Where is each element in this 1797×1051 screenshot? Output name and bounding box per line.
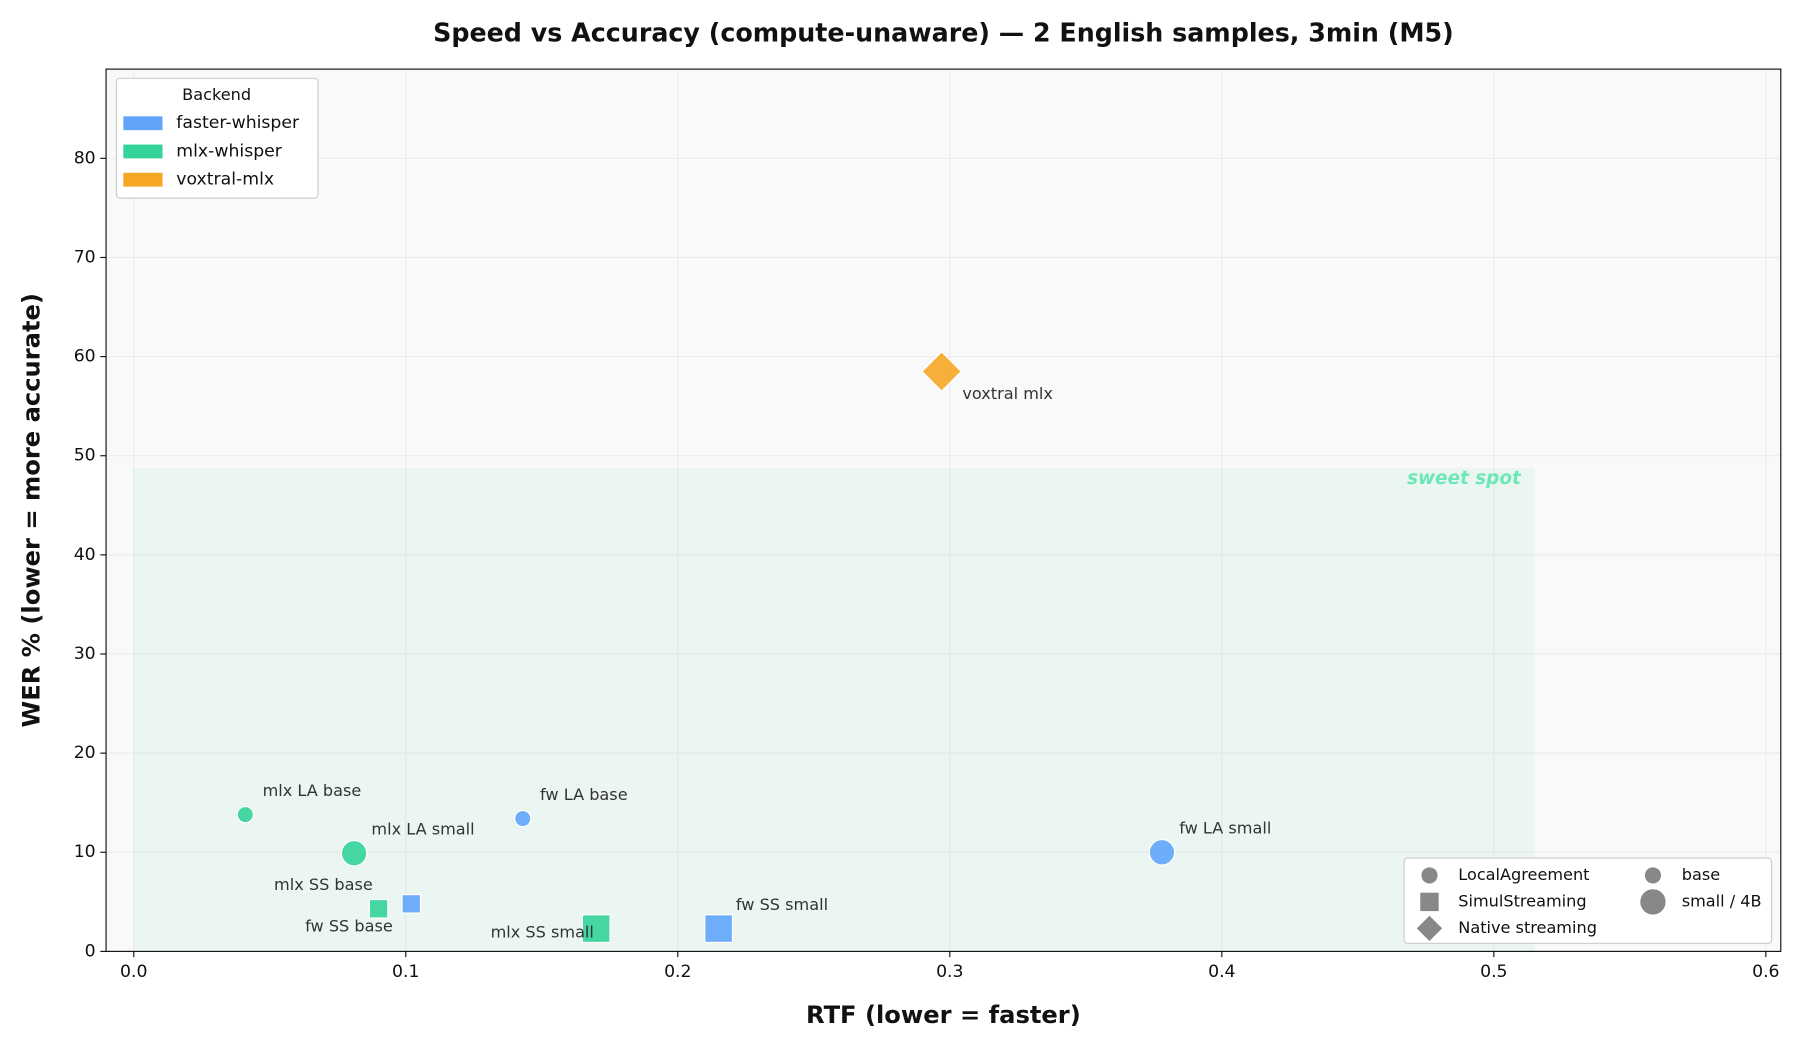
x-tick-label: 0.2: [664, 962, 691, 982]
legend-box: [115, 77, 319, 199]
marker-legend-label: Native streaming: [1458, 918, 1597, 937]
point-label: mlx LA base: [263, 781, 362, 800]
point-label: fw SS base: [305, 916, 393, 935]
x-axis-label: RTF (lower = faster): [806, 1001, 1081, 1029]
marker-legend-label: SimulStreaming: [1458, 891, 1586, 910]
x-tick-label: 0.4: [1208, 962, 1235, 982]
point: [514, 809, 532, 828]
point-label: voxtral mlx: [962, 384, 1053, 403]
size-legend-icon: [1640, 889, 1666, 915]
y-tick-label: 10: [74, 842, 96, 862]
y-tick-label: 70: [74, 247, 96, 267]
marker-legend-label: LocalAgreement: [1458, 865, 1589, 884]
marker-legend-icon: [1421, 867, 1438, 884]
point: [340, 840, 368, 867]
y-tick-label: 80: [74, 148, 96, 168]
chart-title: Speed vs Accuracy (compute-unaware) — 2 …: [433, 18, 1454, 48]
x-tick-label: 0.0: [120, 962, 147, 982]
point-label: fw LA base: [540, 785, 628, 804]
sweet-spot-region: [133, 467, 1535, 952]
point: [368, 898, 389, 919]
legend-title: Backend: [182, 85, 251, 104]
point-label: mlx SS small: [491, 923, 594, 942]
plot-background: [106, 69, 1781, 952]
size-legend-icon: [1644, 867, 1662, 884]
point: [236, 805, 254, 824]
y-tick-label: 0: [85, 941, 96, 961]
y-tick-label: 60: [74, 347, 96, 367]
marker-legend-icon: [1420, 892, 1439, 912]
point-label: fw LA small: [1179, 819, 1271, 838]
legend-label: mlx-whisper: [176, 141, 283, 161]
marker-legend-box: [1403, 857, 1773, 944]
size-legend-label: small / 4B: [1682, 891, 1762, 910]
legend-swatch: [123, 144, 163, 159]
legend-swatch: [123, 116, 163, 131]
point: [1148, 839, 1176, 866]
y-tick-label: 20: [74, 743, 96, 763]
x-tick-label: 0.6: [1752, 962, 1779, 982]
y-tick-label: 30: [74, 644, 96, 664]
y-axis-label: WER % (lower = more accurate): [17, 293, 45, 727]
y-tick-label: 50: [74, 446, 96, 466]
point: [401, 894, 422, 914]
legend-swatch: [123, 172, 163, 187]
size-legend-label: base: [1682, 865, 1720, 884]
plot-frame: [105, 68, 1782, 952]
x-tick-label: 0.5: [1480, 962, 1507, 982]
legend-label: voxtral-mlx: [176, 170, 274, 190]
point: [581, 914, 611, 943]
x-tick-label: 0.1: [392, 962, 419, 982]
point: [704, 914, 734, 943]
point: [921, 351, 963, 392]
legend-label: faster-whisper: [176, 113, 300, 133]
point-label: fw SS small: [736, 895, 828, 914]
point-label: mlx SS base: [274, 875, 373, 894]
x-tick-label: 0.3: [936, 962, 963, 982]
sweet-spot-label: sweet spot: [1407, 468, 1522, 489]
y-tick-label: 40: [74, 545, 96, 565]
point-label: mlx LA small: [371, 820, 474, 839]
